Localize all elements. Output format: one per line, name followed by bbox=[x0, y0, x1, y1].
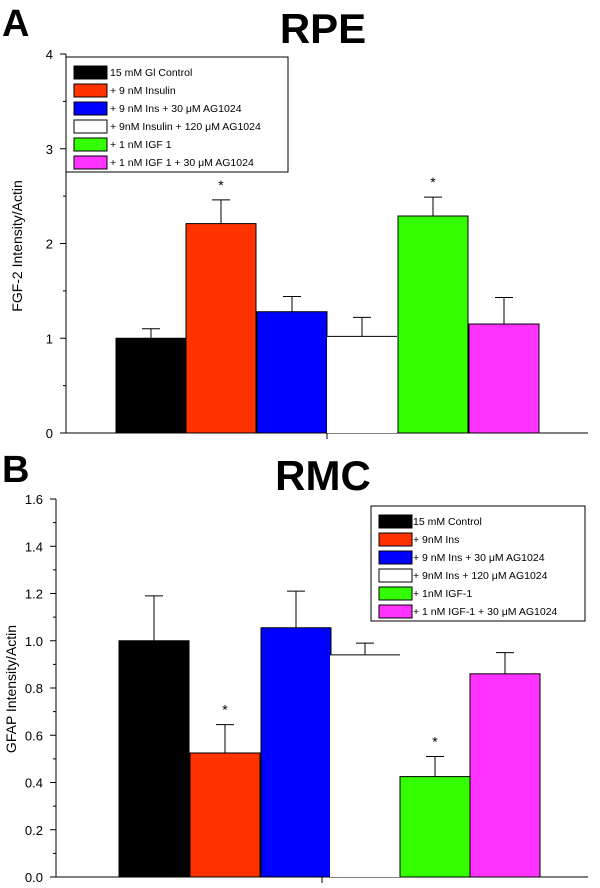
y-tick-label: 0.2 bbox=[25, 823, 43, 838]
legend-swatch bbox=[378, 532, 413, 547]
panel-a-letter: A bbox=[2, 3, 29, 45]
panel-b-title: RMC bbox=[275, 452, 371, 499]
y-tick-label: 0.4 bbox=[25, 776, 43, 791]
legend-label: + 9 nM Insulin bbox=[110, 85, 176, 97]
y-tick-label: 0.6 bbox=[25, 728, 43, 743]
y-tick-label: 1.0 bbox=[25, 634, 43, 649]
legend-swatch bbox=[73, 101, 108, 116]
legend-swatch bbox=[73, 137, 108, 152]
significance-star: * bbox=[218, 177, 224, 193]
bar bbox=[260, 627, 332, 878]
y-tick-label: 4 bbox=[46, 47, 53, 62]
legend-swatch bbox=[378, 568, 413, 583]
bar bbox=[118, 640, 190, 878]
bar bbox=[185, 223, 257, 434]
significance-star: * bbox=[222, 702, 228, 718]
legend-label: + 9nM Ins bbox=[413, 534, 459, 546]
legend-label: + 9 nM Ins + 30 μM AG1024 bbox=[110, 103, 242, 115]
y-tick-label: 1.6 bbox=[25, 492, 43, 507]
legend-label: + 1 nM IGF 1 bbox=[110, 139, 172, 151]
legend-swatch bbox=[378, 514, 413, 529]
bar bbox=[189, 752, 261, 878]
legend-swatch bbox=[378, 550, 413, 565]
bar bbox=[469, 673, 541, 878]
legend-swatch bbox=[73, 119, 108, 134]
panel-a-ylabel: FGF-2 Intensity/Actin bbox=[9, 180, 25, 311]
y-tick-label: 3 bbox=[46, 142, 53, 157]
bar bbox=[327, 336, 397, 433]
bar bbox=[115, 337, 187, 434]
legend-label: + 1nM IGF-1 bbox=[413, 588, 472, 600]
y-tick-label: 1 bbox=[46, 331, 53, 346]
legend-swatch bbox=[378, 604, 413, 619]
legend-swatch bbox=[73, 155, 108, 170]
bar bbox=[256, 311, 328, 434]
legend-swatch bbox=[378, 586, 413, 601]
panel-a: A RPE FGF-2 Intensity/Actin 0 1 2 3 4 * * 15 mM… bbox=[2, 3, 588, 441]
panel-b-ylabel: GFAP Intensity/Actin bbox=[3, 625, 19, 753]
legend-label: + 9 nM Ins + 30 μM AG1024 bbox=[413, 552, 545, 564]
legend-label: + 1 nM IGF-1 + 30 μM AG1024 bbox=[413, 606, 558, 618]
panel-a-plot: 0 1 2 3 4 * * 15 mM Gl Control + 9 nM Insulin + 9… bbox=[46, 47, 588, 441]
legend-label: 15 mM Control bbox=[413, 516, 482, 528]
panel-b-plot: 0.0 0.2 0.4 0.6 0.8 1.0 1.2 1.4 1.6 * * 15 mM Contr… bbox=[25, 492, 588, 885]
y-tick-label: 2 bbox=[46, 237, 53, 252]
y-tick-label: 0 bbox=[46, 426, 53, 441]
panel-b: B RMC GFAP Intensity/Actin 0.00.20.40.60… bbox=[2, 449, 588, 885]
y-tick-label: 0.8 bbox=[25, 681, 43, 696]
legend-swatch bbox=[73, 83, 108, 98]
panel-a-title: RPE bbox=[280, 5, 366, 52]
panel-b-letter: B bbox=[2, 449, 29, 491]
significance-star: * bbox=[430, 174, 436, 190]
bar bbox=[330, 654, 400, 877]
y-tick-label: 0.0 bbox=[25, 870, 43, 885]
y-tick-label: 1.2 bbox=[25, 587, 43, 602]
legend-swatch bbox=[73, 65, 108, 80]
legend-label: + 1 nM IGF 1 + 30 μM AG1024 bbox=[110, 157, 254, 169]
legend-label: 15 mM Gl Control bbox=[110, 67, 192, 79]
legend-label: + 9nM Ins + 120 μM AG1024 bbox=[413, 570, 548, 582]
legend-label: + 9nM Insulin + 120 μM AG1024 bbox=[110, 121, 261, 133]
bar bbox=[397, 215, 469, 434]
bar bbox=[468, 323, 540, 434]
significance-star: * bbox=[432, 734, 438, 750]
y-tick-label: 1.4 bbox=[25, 539, 43, 554]
bar bbox=[399, 776, 471, 878]
